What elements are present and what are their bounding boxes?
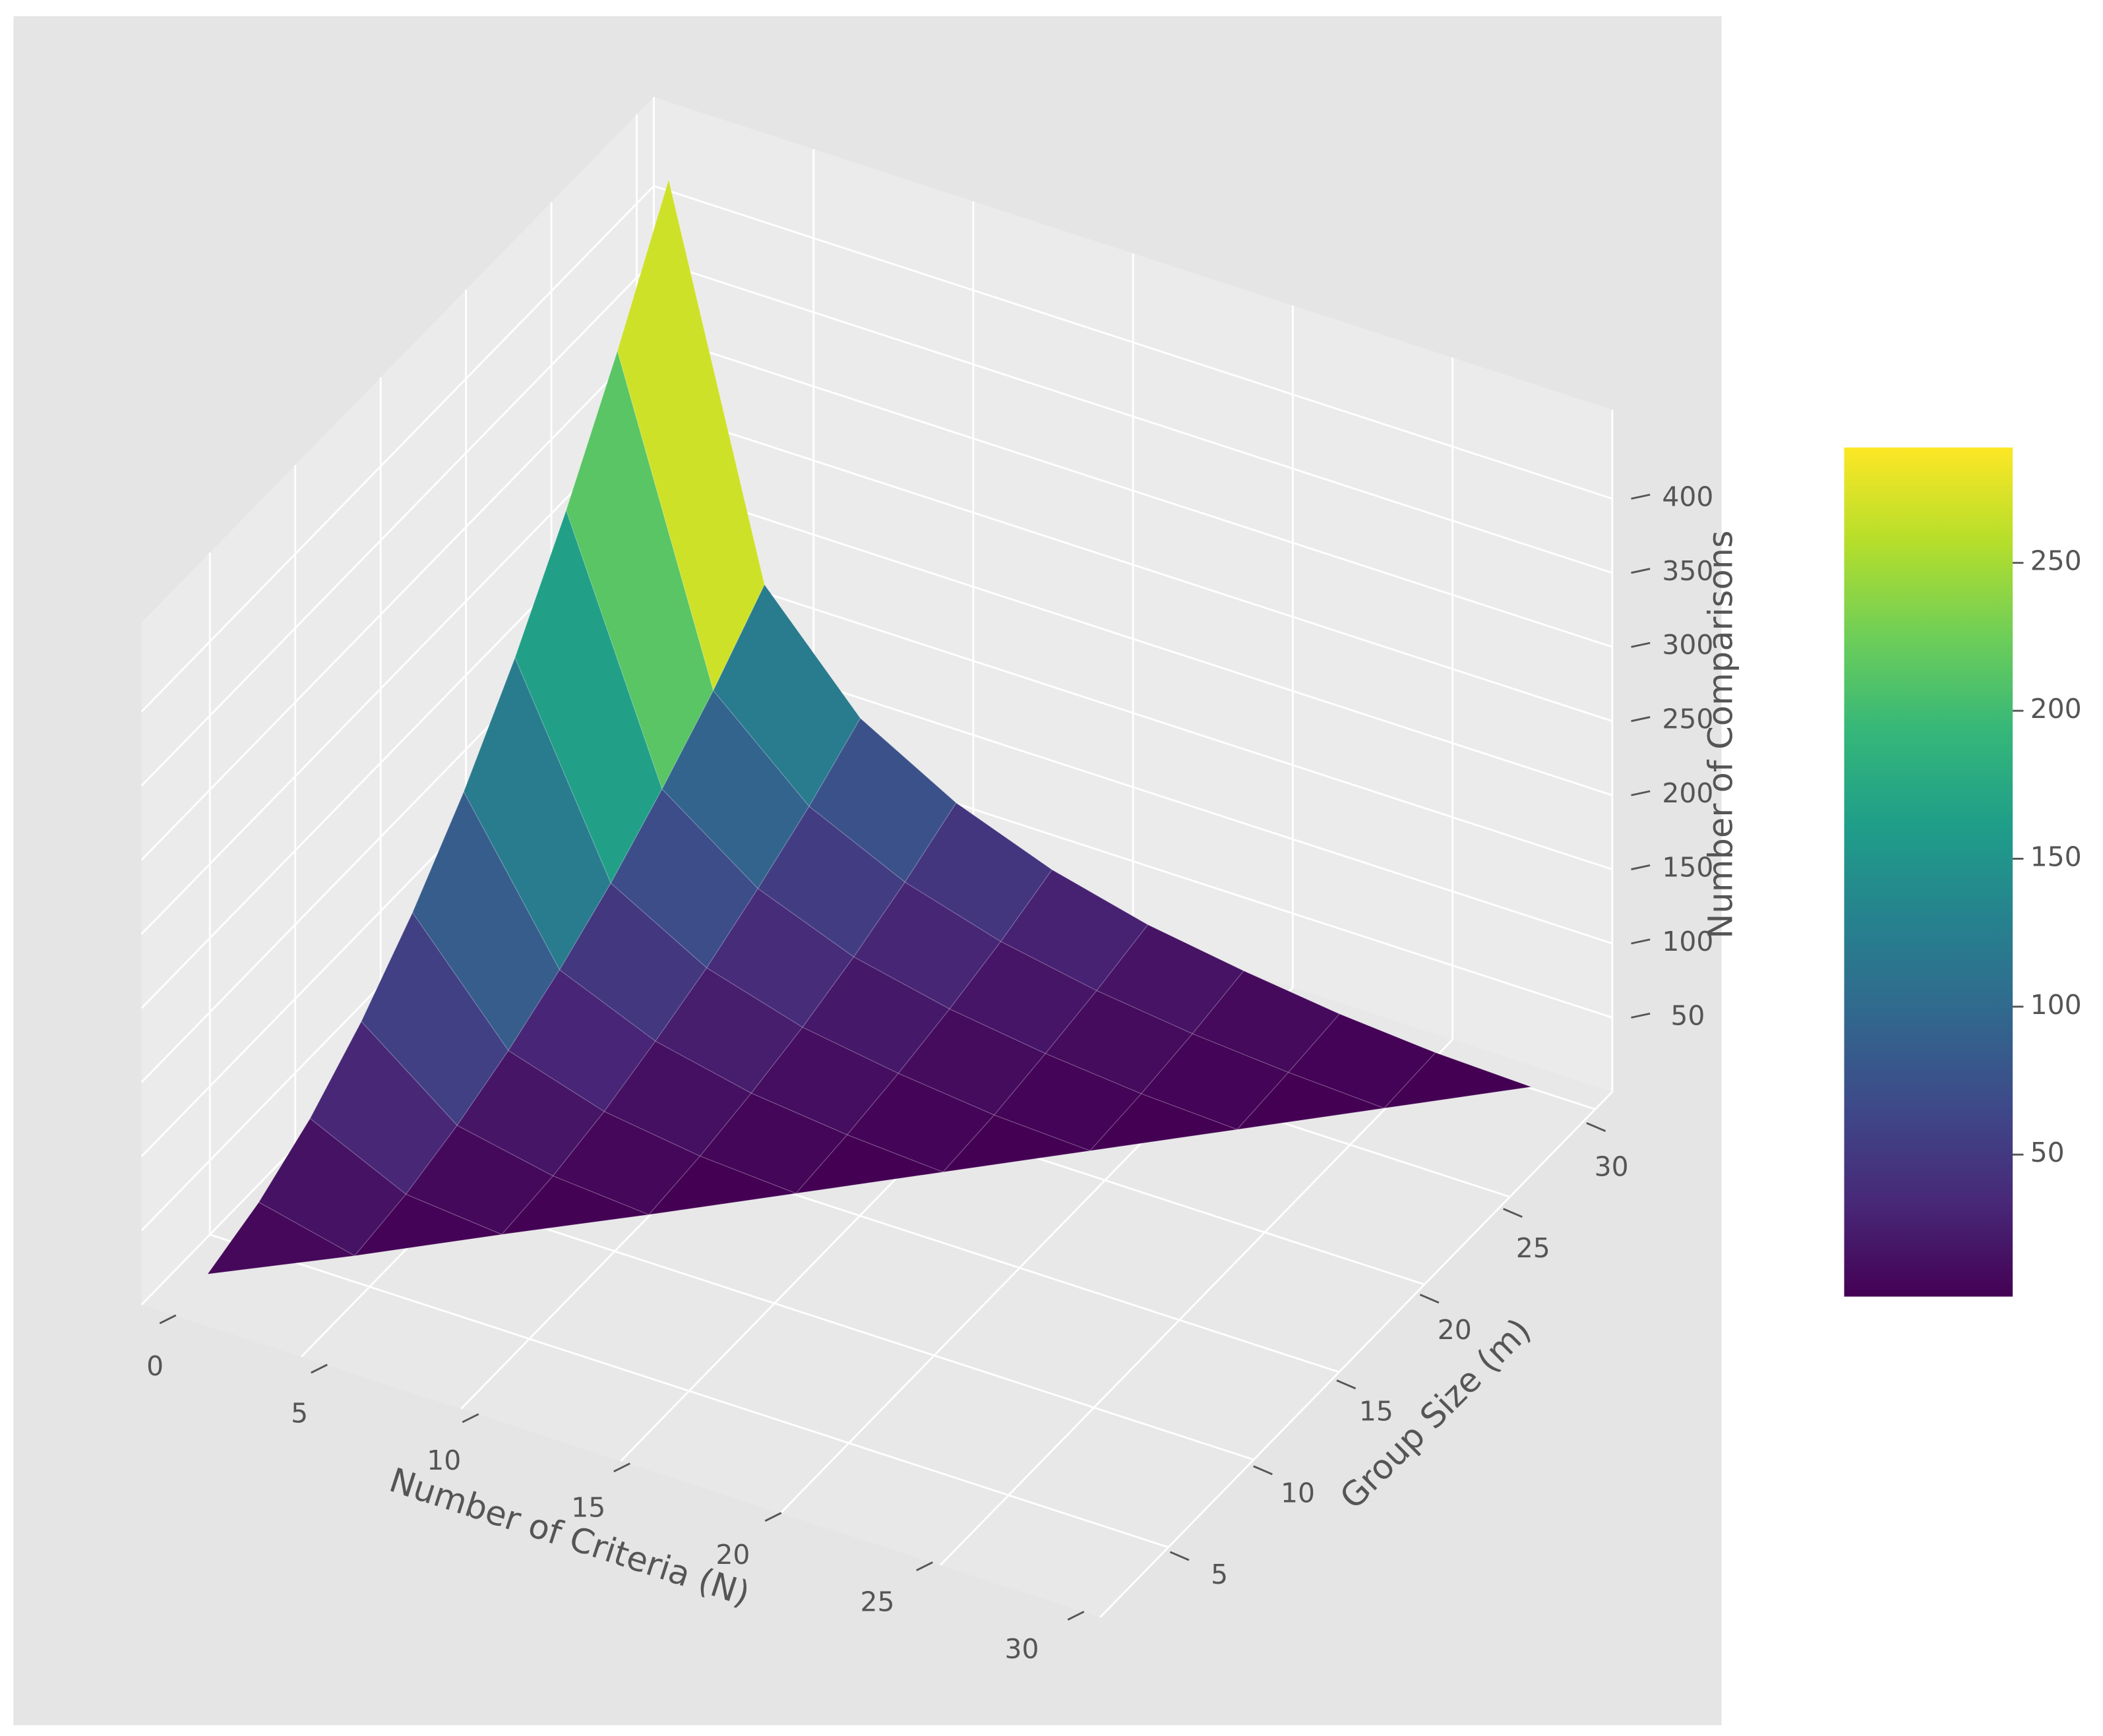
z-tick-label: 350 [1662, 555, 1713, 587]
y-tick-label: 10 [1281, 1477, 1315, 1509]
x-tick-mark [764, 1512, 782, 1522]
x-tick-label: 20 [716, 1539, 750, 1571]
y-tick-label: 30 [1595, 1151, 1629, 1183]
colorbar: 50 100 150 200 250 [1844, 447, 2082, 1297]
colorbar-tick-label: 150 [2030, 841, 2082, 872]
y-tick-mark [1253, 1465, 1273, 1476]
x-tick-mark [613, 1462, 630, 1473]
z-tick-label: 100 [1662, 926, 1713, 957]
z-tick-mark [1631, 642, 1651, 648]
y-tick-mark [1586, 1122, 1606, 1132]
z-tick-label: 150 [1662, 852, 1713, 883]
surface-patch [1383, 1052, 1532, 1109]
z-tick-mark [1631, 790, 1651, 796]
grid-line-z-left [140, 185, 655, 713]
z-tick-mark [1631, 568, 1651, 574]
grid-line-z-back [654, 481, 1613, 796]
pane-left [141, 97, 654, 1305]
z-tick-mark [1631, 716, 1651, 723]
x-tick-mark [159, 1314, 177, 1325]
z-tick-label: 200 [1662, 777, 1713, 809]
colorbar-tick-label: 250 [2030, 545, 2082, 577]
grid-line-z-back [654, 407, 1613, 723]
surface-patch [942, 1114, 1091, 1173]
z-tick-mark [1631, 1012, 1651, 1019]
surface-patch [795, 1134, 945, 1194]
y-tick-mark [1169, 1551, 1190, 1561]
z-tick-mark [1631, 938, 1651, 945]
x-tick-label: 15 [571, 1492, 605, 1524]
y-tick-mark [1503, 1208, 1523, 1218]
grid-line-z-left [140, 333, 655, 861]
colorbar-tick-label: 100 [2030, 989, 2082, 1021]
surface-patch [1089, 1093, 1238, 1152]
colorbar-scale [1844, 447, 2013, 1297]
surface-patch [206, 1201, 356, 1275]
grid-line-y-floor [209, 1234, 1169, 1549]
x-tick-mark [1067, 1611, 1085, 1621]
y-tick-label: 25 [1516, 1232, 1550, 1264]
grid-line-z-back [654, 185, 1613, 500]
z-tick-label: 300 [1662, 629, 1713, 661]
grid-line-z-back [654, 333, 1613, 648]
x-tick-label: 10 [427, 1445, 461, 1476]
surface [206, 178, 1532, 1275]
grid-line-z-left [140, 259, 655, 787]
surface-patch [501, 1175, 651, 1236]
surface-patch [353, 1193, 504, 1257]
surface-patch [1236, 1071, 1385, 1130]
x-tick-label: 0 [146, 1350, 164, 1382]
grid-line-z-back [654, 555, 1613, 870]
grid-line-x-floor [939, 1038, 1453, 1567]
z-tick-mark [1631, 864, 1651, 870]
x-tick-mark [916, 1561, 933, 1572]
colorbar-tick-label: 50 [2030, 1137, 2065, 1168]
grid-line-z-left [140, 407, 655, 935]
z-tick-label: 50 [1670, 1000, 1705, 1031]
z-tick-label: 400 [1662, 481, 1713, 512]
x-tick-label: 25 [860, 1586, 894, 1618]
z-tick-label: 250 [1662, 703, 1713, 735]
y-tick-label: 5 [1211, 1559, 1228, 1590]
x-tick-label: 30 [1005, 1633, 1039, 1665]
x-tick-mark [311, 1363, 328, 1374]
colorbar-tick-label: 200 [2030, 693, 2082, 725]
surface-patch [648, 1155, 798, 1216]
grid-line-x-floor [1099, 1091, 1613, 1619]
y-tick-label: 20 [1438, 1314, 1472, 1346]
x-tick-label: 5 [291, 1397, 308, 1429]
x-tick-mark [462, 1413, 479, 1423]
labels: 0 5 10 15 20 25 30 5 10 15 20 25 30 50 100 150 200 250 300… [146, 481, 1713, 1665]
y-tick-mark [1336, 1379, 1356, 1390]
grid-line-z-back [654, 259, 1613, 574]
z-tick-mark [1631, 493, 1651, 500]
y-tick-label: 15 [1359, 1396, 1393, 1427]
y-tick-mark [1419, 1294, 1440, 1304]
z-axis-label: Number of Comparisons [1702, 530, 1741, 939]
